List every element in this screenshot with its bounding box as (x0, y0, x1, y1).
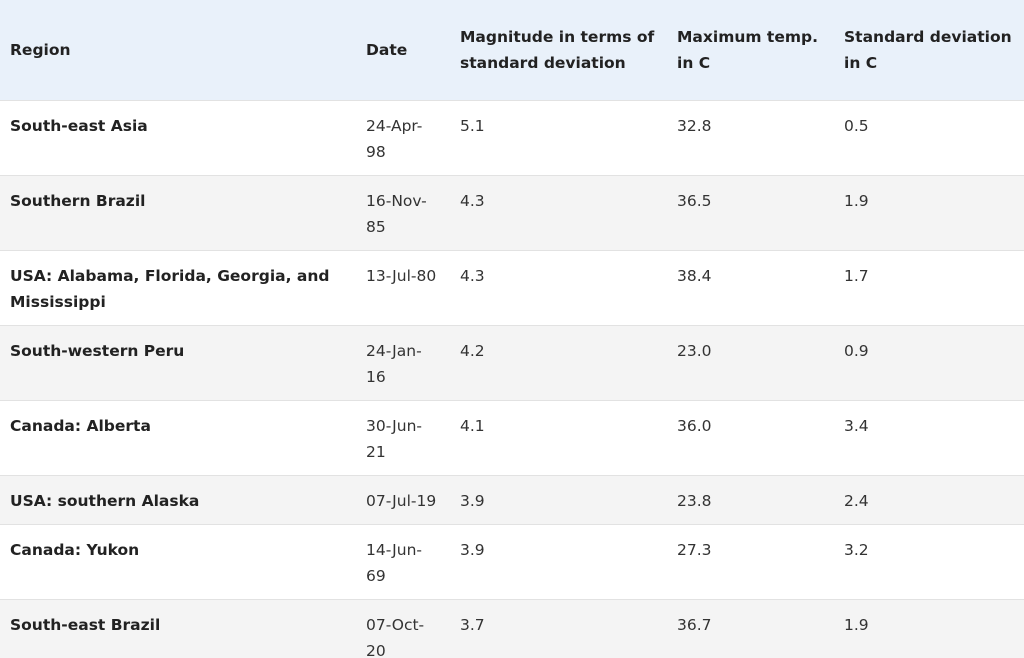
table-row: South-western Peru 24-Jan-16 4.2 23.0 0.… (0, 324, 1024, 400)
table-row: Canada: Yukon 14-Jun-69 3.9 27.3 3.2 (0, 523, 1024, 599)
cell-magnitude: 4.3 (450, 249, 667, 325)
table-row: South-east Brazil 07-Oct-20 3.7 36.7 1.9 (0, 598, 1024, 658)
cell-std-dev: 0.9 (834, 324, 1024, 400)
cell-date: 30-Jun-21 (356, 399, 450, 475)
cell-region: South-east Asia (0, 99, 356, 175)
cell-std-dev: 1.9 (834, 174, 1024, 250)
cell-max-temp: 36.5 (667, 174, 834, 250)
header-date: Date (356, 0, 450, 100)
cell-date: 16-Nov-85 (356, 174, 450, 250)
cell-std-dev: 3.4 (834, 399, 1024, 475)
cell-std-dev: 3.2 (834, 523, 1024, 599)
cell-date: 14-Jun-69 (356, 523, 450, 599)
table-row: South-east Asia 24-Apr-98 5.1 32.8 0.5 (0, 99, 1024, 175)
cell-max-temp: 27.3 (667, 523, 834, 599)
cell-max-temp: 36.0 (667, 399, 834, 475)
cell-region: USA: southern Alaska (0, 474, 356, 524)
cell-region: South-western Peru (0, 324, 356, 400)
cell-magnitude: 4.2 (450, 324, 667, 400)
cell-region: Canada: Alberta (0, 399, 356, 475)
table-row: USA: Alabama, Florida, Georgia, and Miss… (0, 249, 1024, 325)
cell-region: Southern Brazil (0, 174, 356, 250)
header-magnitude: Magnitude in terms of standard deviation (450, 0, 667, 100)
cell-magnitude: 3.9 (450, 523, 667, 599)
cell-date: 07-Oct-20 (356, 598, 450, 658)
table-row: USA: southern Alaska 07-Jul-19 3.9 23.8 … (0, 474, 1024, 524)
cell-magnitude: 4.3 (450, 174, 667, 250)
table-row: Southern Brazil 16-Nov-85 4.3 36.5 1.9 (0, 174, 1024, 250)
header-max-temp: Maximum temp. in C (667, 0, 834, 100)
cell-max-temp: 23.0 (667, 324, 834, 400)
cell-region: South-east Brazil (0, 598, 356, 658)
table-row: Canada: Alberta 30-Jun-21 4.1 36.0 3.4 (0, 399, 1024, 475)
cell-max-temp: 32.8 (667, 99, 834, 175)
cell-max-temp: 36.7 (667, 598, 834, 658)
cell-magnitude: 3.9 (450, 474, 667, 524)
cell-std-dev: 0.5 (834, 99, 1024, 175)
cell-magnitude: 5.1 (450, 99, 667, 175)
cell-date: 07-Jul-19 (356, 474, 450, 524)
cell-std-dev: 1.7 (834, 249, 1024, 325)
cell-date: 24-Jan-16 (356, 324, 450, 400)
cell-region: USA: Alabama, Florida, Georgia, and Miss… (0, 249, 356, 325)
cell-std-dev: 1.9 (834, 598, 1024, 658)
table-header-row: Region Date Magnitude in terms of standa… (0, 0, 1024, 100)
cell-max-temp: 23.8 (667, 474, 834, 524)
cell-max-temp: 38.4 (667, 249, 834, 325)
header-region: Region (0, 0, 356, 100)
header-std-dev: Standard deviation in C (834, 0, 1024, 100)
cell-magnitude: 4.1 (450, 399, 667, 475)
cell-region: Canada: Yukon (0, 523, 356, 599)
cell-magnitude: 3.7 (450, 598, 667, 658)
cell-date: 13-Jul-80 (356, 249, 450, 325)
cell-std-dev: 2.4 (834, 474, 1024, 524)
cell-date: 24-Apr-98 (356, 99, 450, 175)
